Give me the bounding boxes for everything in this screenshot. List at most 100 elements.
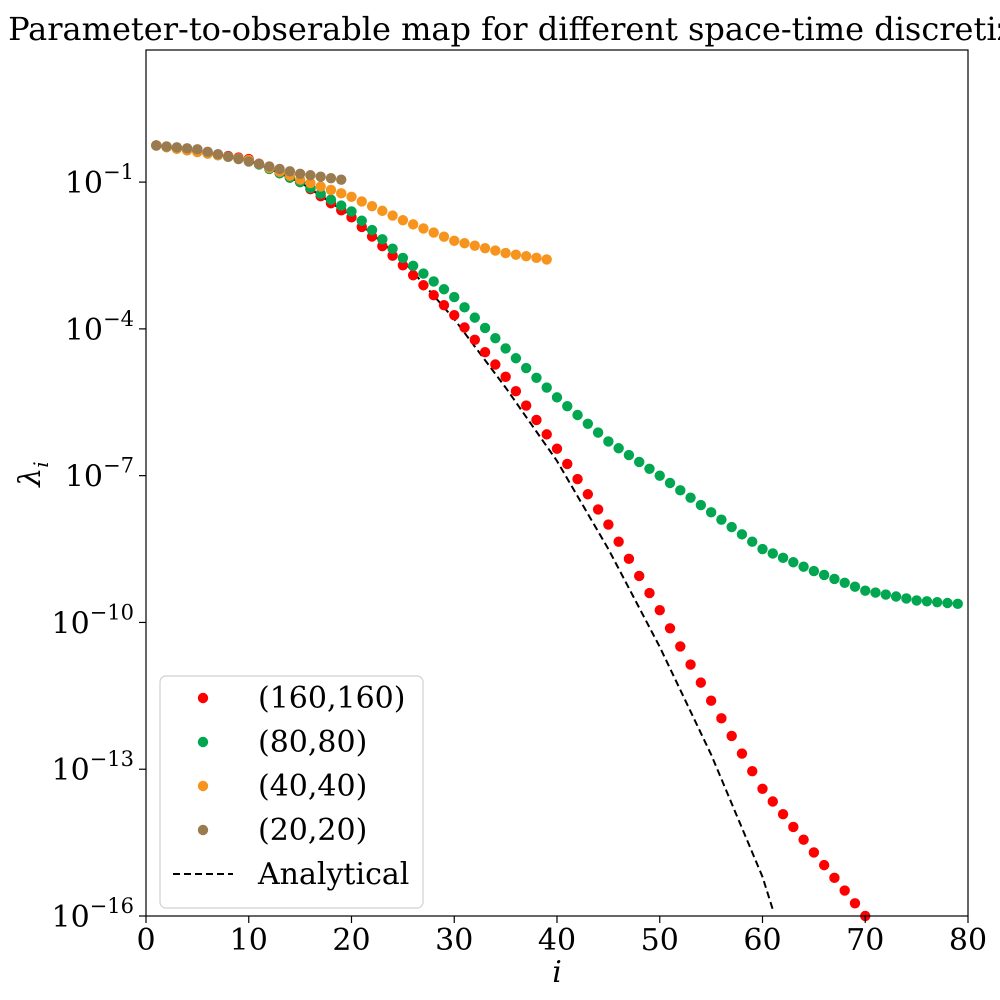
legend: (160,160) (80,80) (40,40) (20,20) Analytical bbox=[159, 675, 424, 909]
data-point bbox=[818, 569, 830, 581]
data-point bbox=[736, 748, 748, 759]
data-point bbox=[336, 174, 347, 185]
data-point bbox=[407, 219, 419, 230]
x-tick-label: 30 bbox=[435, 923, 473, 958]
legend-label: (160,160) bbox=[258, 681, 405, 716]
data-point bbox=[325, 172, 337, 184]
legend-item: (20,20) bbox=[197, 813, 367, 848]
data-point bbox=[202, 146, 213, 157]
data-point bbox=[664, 477, 676, 489]
data-point bbox=[818, 859, 830, 871]
data-point bbox=[788, 821, 799, 833]
data-point bbox=[377, 234, 388, 245]
data-point bbox=[490, 359, 501, 370]
data-point bbox=[510, 249, 522, 260]
legend-marker bbox=[197, 692, 209, 704]
y-tick-label: 10−1 bbox=[65, 160, 134, 201]
data-point bbox=[438, 284, 450, 295]
x-tick-label: 80 bbox=[949, 923, 987, 958]
data-point bbox=[510, 353, 522, 364]
x-tick-label: 20 bbox=[332, 923, 370, 958]
x-tick-label: 0 bbox=[136, 923, 155, 958]
data-point bbox=[901, 593, 912, 604]
data-point bbox=[459, 322, 470, 333]
data-point bbox=[387, 210, 398, 221]
data-point bbox=[479, 242, 491, 254]
data-point bbox=[849, 581, 861, 592]
x-tick-label: 60 bbox=[743, 923, 781, 958]
legend-box bbox=[159, 675, 424, 909]
data-point bbox=[716, 514, 727, 525]
data-point bbox=[860, 585, 871, 596]
data-point bbox=[346, 191, 357, 202]
data-point bbox=[397, 260, 409, 271]
data-point bbox=[459, 238, 470, 249]
data-point bbox=[469, 312, 480, 323]
series-(20,20) bbox=[151, 140, 347, 185]
y-tick-label: 10−4 bbox=[65, 307, 134, 348]
legend-marker bbox=[197, 780, 209, 792]
data-point bbox=[664, 623, 676, 634]
data-point bbox=[449, 309, 460, 321]
data-point bbox=[253, 158, 265, 170]
data-point bbox=[510, 386, 522, 397]
data-point bbox=[592, 427, 604, 438]
data-point bbox=[192, 144, 203, 155]
data-point bbox=[921, 596, 933, 607]
data-point bbox=[829, 872, 840, 884]
data-point bbox=[438, 231, 450, 242]
data-point bbox=[243, 156, 254, 167]
data-point bbox=[171, 142, 183, 153]
data-point bbox=[325, 194, 337, 205]
data-point bbox=[181, 143, 193, 154]
data-point bbox=[531, 372, 542, 384]
legend-label: Analytical bbox=[257, 857, 409, 892]
data-point bbox=[603, 519, 614, 530]
data-point bbox=[613, 536, 624, 547]
data-point bbox=[428, 227, 439, 238]
data-point bbox=[315, 181, 326, 192]
data-point bbox=[716, 713, 727, 724]
data-point bbox=[520, 251, 532, 262]
data-point bbox=[623, 553, 635, 565]
legend-marker bbox=[197, 736, 209, 748]
data-point bbox=[479, 346, 491, 358]
data-point bbox=[685, 492, 696, 503]
data-point bbox=[911, 595, 922, 606]
data-point bbox=[469, 334, 480, 346]
data-point bbox=[366, 200, 378, 212]
data-point bbox=[418, 223, 429, 234]
data-point bbox=[438, 300, 450, 311]
data-point bbox=[747, 765, 758, 777]
data-point bbox=[407, 270, 419, 281]
y-axis-label-symbol: λ bbox=[13, 468, 48, 488]
data-point bbox=[397, 215, 409, 226]
data-point bbox=[541, 254, 552, 265]
chart-title: Parameter-to-obserable map for different… bbox=[8, 10, 1000, 48]
data-point bbox=[695, 677, 707, 688]
y-axis-label-subscript: i bbox=[29, 461, 53, 467]
data-point bbox=[890, 591, 902, 602]
data-point bbox=[449, 235, 460, 247]
data-point bbox=[397, 252, 409, 264]
data-point bbox=[315, 188, 326, 200]
data-point bbox=[212, 149, 224, 160]
axes-layer: 0 10 20 30 40 50 60 70 80 10−1 10−4 10−7 10−10 10−13 1… bbox=[51, 160, 987, 958]
data-point bbox=[603, 436, 614, 447]
data-point bbox=[356, 196, 367, 207]
x-axis-label: i bbox=[552, 955, 562, 990]
data-point bbox=[582, 489, 594, 500]
data-point bbox=[634, 456, 645, 468]
data-point bbox=[777, 552, 789, 564]
y-tick-label: 10−16 bbox=[51, 894, 134, 935]
data-point bbox=[747, 536, 758, 547]
data-point bbox=[613, 443, 624, 454]
data-point bbox=[449, 291, 460, 303]
data-point bbox=[407, 260, 419, 271]
y-tick-label: 10−7 bbox=[65, 454, 134, 495]
data-point bbox=[541, 382, 552, 393]
data-point bbox=[387, 243, 398, 254]
data-point bbox=[490, 245, 501, 256]
data-point bbox=[377, 205, 388, 217]
